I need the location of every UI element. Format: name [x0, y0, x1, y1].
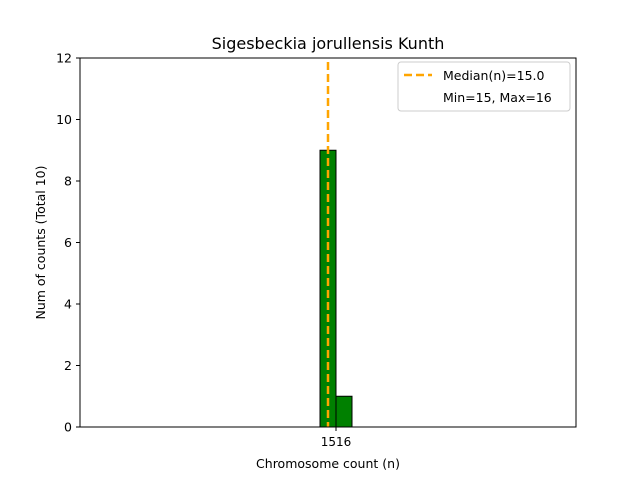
legend: Median(n)=15.0 Min=15, Max=16 — [397, 61, 571, 112]
x-tick-label: 1516 — [321, 435, 352, 449]
y-tick-label-8: 8 — [64, 174, 72, 189]
chart-title: Sigesbeckia jorullensis Kunth — [212, 34, 445, 53]
bar-15 — [319, 149, 337, 428]
y-tick-label-6: 6 — [64, 235, 72, 250]
y-tick-label-0: 0 — [64, 420, 72, 435]
y-tick-label-2: 2 — [64, 358, 72, 373]
y-tick-label-12: 12 — [56, 51, 72, 66]
y-tick-label-10: 10 — [56, 112, 72, 127]
bar-16 — [335, 395, 353, 428]
plot-area — [319, 62, 400, 428]
y-axis: 0 2 4 6 8 10 12 — [56, 51, 337, 435]
legend-minmax-label: Min=15, Max=16 — [443, 90, 552, 105]
legend-median-label: Median(n)=15.0 — [443, 68, 544, 83]
y-tick-label-4: 4 — [64, 297, 72, 312]
x-axis-label: Chromosome count (n) — [256, 456, 400, 471]
y-axis-label: Num of counts (Total 10) — [33, 165, 48, 319]
legend-box — [397, 61, 571, 112]
